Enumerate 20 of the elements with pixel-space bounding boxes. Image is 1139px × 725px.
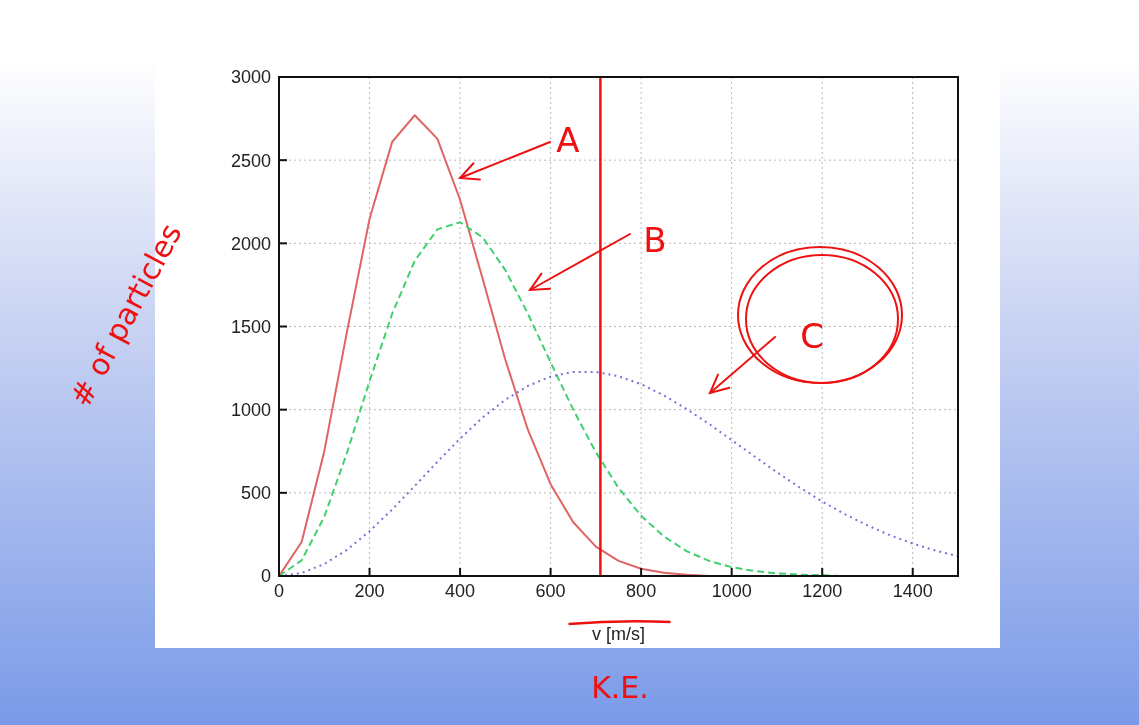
y-tick-label: 1000 <box>230 400 271 421</box>
text: K.E. <box>591 670 649 705</box>
y-tick-label: 500 <box>240 483 271 504</box>
x-tick-label: 0 <box>273 580 285 601</box>
y-tick-label: 1500 <box>230 316 271 337</box>
annotation: B <box>643 220 667 260</box>
x-tick-label: 600 <box>535 580 566 601</box>
x-tick-label: 800 <box>626 580 657 601</box>
x-tick-label: 200 <box>354 580 385 601</box>
annotation: C <box>800 316 824 356</box>
x-axis-title: v [m/s] <box>592 624 645 644</box>
y-tick-label: 3000 <box>230 67 271 88</box>
x-tick-label: 400 <box>445 580 476 601</box>
x-tick-label: 1200 <box>802 580 843 601</box>
y-tick-label: 2500 <box>230 150 271 171</box>
x-tick-label: 1400 <box>892 580 933 601</box>
annotation: A <box>556 120 580 160</box>
y-tick-label: 0 <box>260 566 271 587</box>
x-tick-label: 1000 <box>711 580 752 601</box>
y-tick-label: 2000 <box>230 233 271 254</box>
